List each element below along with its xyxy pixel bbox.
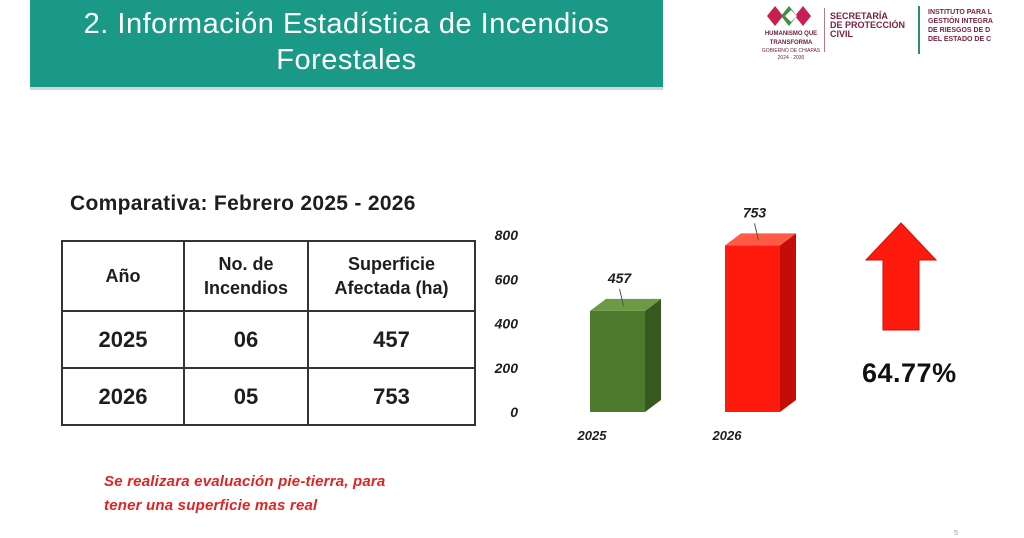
cell-area: 457 (307, 310, 476, 369)
chiapas-logo-icon (767, 6, 811, 26)
y-tick-label: 0 (510, 404, 518, 420)
y-tick-label: 800 (495, 227, 519, 243)
logo-divider (824, 8, 825, 52)
logo-area: HUMANISMO QUE TRANSFORMA GOBIERNO DE CHI… (758, 0, 1024, 61)
table-row: 2025 06 457 (61, 310, 476, 369)
cell-fires: 06 (183, 310, 309, 369)
bar (725, 245, 780, 412)
title-banner: 2. Información Estadística de Incendios … (30, 0, 663, 87)
data-label: 753 (743, 204, 767, 220)
x-tick-label: 2025 (577, 428, 608, 443)
note-line1: Se realizara evaluación pie-tierra, para (104, 473, 386, 490)
bar-chart: 0 200 400 600 800 457 2025 753 2026 (494, 204, 938, 443)
y-tick-label: 600 (495, 271, 519, 287)
stats-table: Año No. de Incendios Superficie Afectada… (61, 240, 476, 426)
page-title-line1: 2. Información Estadística de Incendios (83, 8, 610, 40)
page-title-line2: Forestales (276, 44, 417, 76)
chiapas-logo-text: HUMANISMO QUE TRANSFORMA GOBIERNO DE CHI… (761, 31, 821, 61)
y-tick-label: 400 (494, 316, 519, 332)
table-row: 2026 05 753 (61, 367, 476, 426)
note-line2: tener una superficie mas real (104, 497, 318, 514)
data-label-leader (754, 223, 759, 241)
page-number: 5 (954, 530, 958, 537)
change-percent: 64.77% (862, 358, 957, 388)
bar-side (780, 233, 796, 412)
increase-arrow-icon (864, 222, 938, 331)
evaluation-note: Se realizara evaluación pie-tierra, para… (104, 470, 385, 518)
bar-top (725, 233, 796, 246)
instituto-logo: INSTITUTO PARA L GESTIÓN INTEGRA DE RIES… (928, 9, 993, 43)
table-header-row: Año No. de Incendios Superficie Afectada… (61, 240, 476, 312)
logo-divider-2 (918, 6, 920, 54)
title-underline (30, 87, 663, 90)
cell-year: 2026 (61, 367, 185, 426)
header-year: Año (61, 240, 185, 312)
cell-fires: 05 (183, 367, 309, 426)
cell-year: 2025 (61, 310, 185, 369)
y-tick-label: 200 (494, 360, 519, 376)
cell-area: 753 (307, 367, 476, 426)
data-label: 457 (607, 270, 633, 286)
header-fires: No. de Incendios (183, 240, 309, 312)
table-title: Comparativa: Febrero 2025 - 2026 (70, 192, 416, 215)
x-tick-label: 2026 (712, 428, 743, 443)
bar (590, 310, 645, 412)
header-area: Superficie Afectada (ha) (307, 240, 476, 312)
proteccion-civil-logo: SECRETARÍA DE PROTECCIÓN CIVIL (830, 11, 906, 39)
data-label-leader (619, 288, 624, 307)
bar-top (590, 298, 661, 311)
bar-side (645, 298, 661, 412)
